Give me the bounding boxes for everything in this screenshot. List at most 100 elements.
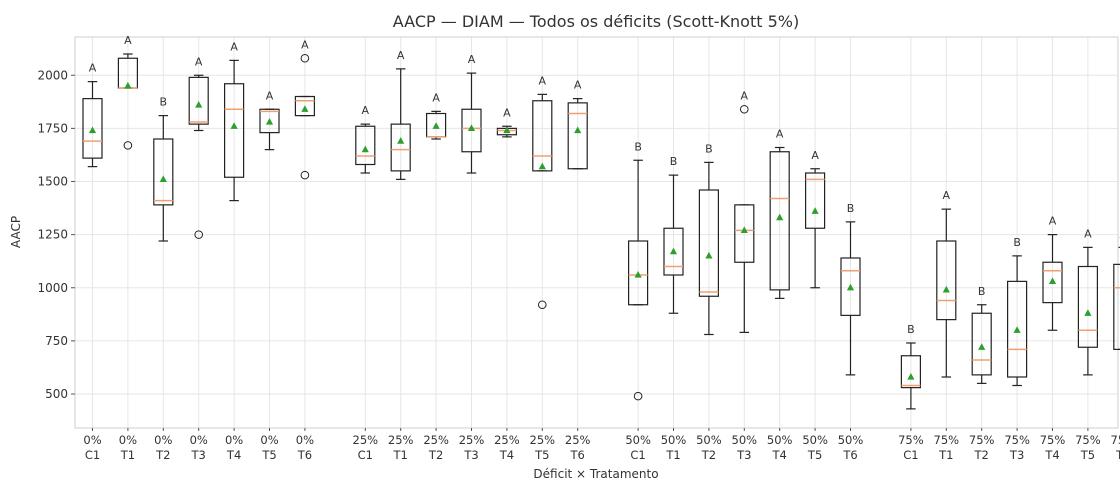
x-tick-label-deficit: 25%	[459, 433, 485, 447]
x-tick-label-treatment: C1	[358, 448, 373, 462]
x-tick-label-deficit: 50%	[732, 433, 758, 447]
x-tick-label-treatment: T6	[570, 448, 585, 462]
mean-marker	[907, 373, 914, 380]
x-tick-label-deficit: 50%	[661, 433, 687, 447]
x-tick-label-deficit: 0%	[296, 433, 314, 447]
mean-marker	[776, 214, 783, 221]
group-letter: B	[705, 142, 713, 155]
mean-marker	[1084, 309, 1091, 316]
x-tick-label-deficit: 75%	[969, 433, 995, 447]
mean-marker	[301, 105, 308, 112]
x-tick-label-treatment: C1	[85, 448, 100, 462]
x-tick-label-deficit: 0%	[260, 433, 278, 447]
mean-marker	[231, 122, 238, 129]
group-letter: A	[89, 62, 97, 75]
group-letter: A	[230, 40, 238, 53]
x-tick-label-deficit: 25%	[565, 433, 591, 447]
x-tick-label-deficit: 50%	[625, 433, 651, 447]
group-letter: B	[670, 155, 678, 168]
x-tick-label-deficit: 0%	[225, 433, 243, 447]
x-tick-label-treatment: T4	[1044, 448, 1059, 462]
x-tick-label-treatment: T3	[736, 448, 751, 462]
x-axis-label: Déficit × Tratamento	[533, 467, 658, 481]
x-tick-label-treatment: T3	[1009, 448, 1024, 462]
group-letter: B	[1013, 236, 1021, 249]
mean-marker	[397, 137, 404, 144]
x-tick-label-deficit: 75%	[1111, 433, 1120, 447]
x-tick-label-treatment: T4	[226, 448, 241, 462]
x-tick-label-treatment: T4	[499, 448, 514, 462]
group-letter: B	[978, 285, 986, 298]
y-axis-label: AACP	[9, 216, 23, 248]
group-letter: A	[574, 79, 582, 92]
y-tick-label: 1500	[37, 175, 68, 189]
group-letter: A	[503, 106, 511, 119]
x-tick-label-treatment: T1	[393, 448, 408, 462]
x-axis: 0%C10%T10%T20%T30%T40%T50%T625%C125%T125…	[83, 428, 1120, 462]
x-tick-label-treatment: T4	[772, 448, 787, 462]
grid-layer	[75, 37, 1120, 428]
group-letter: B	[634, 140, 642, 153]
x-tick-label-treatment: T5	[1080, 448, 1095, 462]
x-tick-label-deficit: 25%	[388, 433, 414, 447]
group-letter: A	[539, 74, 547, 87]
group-letter: A	[776, 128, 784, 141]
y-tick-label: 1250	[37, 228, 68, 242]
mean-marker	[539, 163, 546, 170]
x-tick-label-deficit: 25%	[423, 433, 449, 447]
group-letter: A	[432, 91, 440, 104]
x-tick-label-treatment: T5	[261, 448, 276, 462]
group-letter: A	[266, 89, 274, 102]
y-tick-label: 2000	[37, 68, 68, 82]
x-tick-label-deficit: 50%	[696, 433, 722, 447]
mean-marker	[89, 127, 96, 134]
x-tick-label-deficit: 75%	[1004, 433, 1030, 447]
chart-title: AACP — DIAM — Todos os déficits (Scott-K…	[393, 12, 799, 31]
x-tick-label-deficit: 0%	[154, 433, 172, 447]
y-tick-label: 750	[45, 334, 68, 348]
x-tick-label-deficit: 50%	[838, 433, 864, 447]
x-tick-label-deficit: 0%	[190, 433, 208, 447]
x-tick-label-treatment: T1	[665, 448, 680, 462]
x-tick-label-deficit: 75%	[898, 433, 924, 447]
mean-marker	[812, 207, 819, 214]
x-tick-label-treatment: T5	[534, 448, 549, 462]
group-letter: A	[811, 149, 819, 162]
x-tick-label-treatment: T2	[155, 448, 170, 462]
x-tick-label-treatment: T3	[191, 448, 206, 462]
group-letter: A	[362, 104, 370, 117]
group-letter: A	[124, 34, 132, 47]
group-letter: A	[1084, 227, 1092, 240]
x-tick-label-treatment: T1	[938, 448, 953, 462]
x-tick-label-deficit: 75%	[1075, 433, 1101, 447]
mean-marker	[195, 101, 202, 108]
mean-marker	[124, 82, 131, 89]
x-tick-label-deficit: 50%	[802, 433, 828, 447]
mean-marker	[943, 286, 950, 293]
x-tick-label-treatment: T6	[842, 448, 857, 462]
mean-marker	[266, 118, 273, 125]
group-letter: A	[468, 53, 476, 66]
x-tick-label-treatment: T2	[701, 448, 716, 462]
mean-marker	[670, 248, 677, 255]
x-tick-label-treatment: T6	[1115, 448, 1120, 462]
x-tick-label-treatment: T2	[428, 448, 443, 462]
group-letter: B	[847, 202, 855, 215]
boxplot: A	[260, 89, 279, 149]
mean-marker	[1014, 326, 1021, 333]
group-letter: A	[397, 49, 405, 62]
x-tick-label-treatment: C1	[630, 448, 645, 462]
group-letter: A	[1049, 215, 1057, 228]
group-letter: A	[195, 55, 203, 68]
x-tick-label-deficit: 75%	[1040, 433, 1066, 447]
y-tick-label: 1000	[37, 281, 68, 295]
boxes-layer: AABAAAAAAAAAAABBBAAABBABBAAA	[83, 34, 1120, 409]
x-tick-label-treatment: C1	[903, 448, 918, 462]
x-tick-label-treatment: T1	[120, 448, 135, 462]
x-tick-label-deficit: 50%	[767, 433, 793, 447]
x-tick-label-treatment: T6	[297, 448, 312, 462]
group-letter: B	[907, 323, 915, 336]
